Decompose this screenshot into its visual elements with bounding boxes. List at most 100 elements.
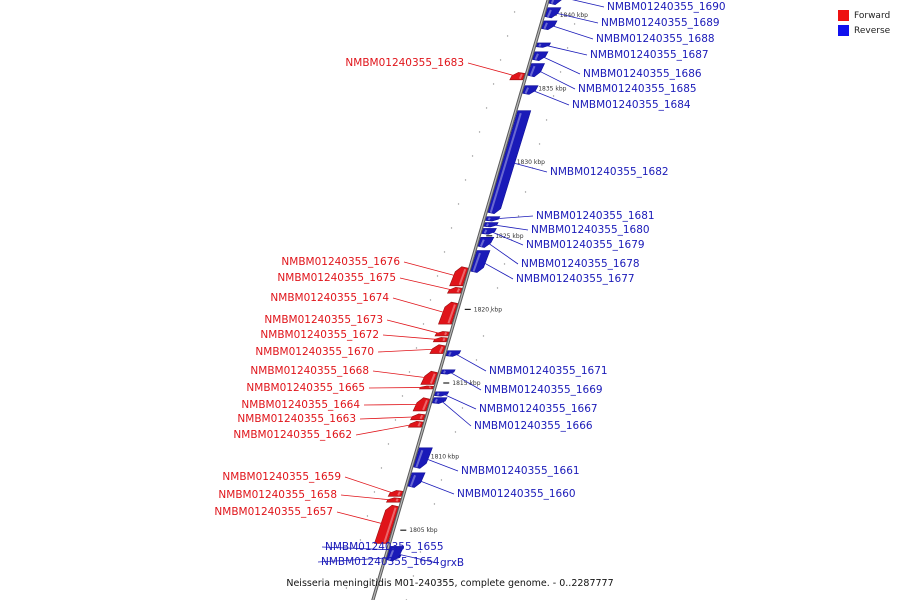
gene-feature[interactable] — [433, 391, 450, 397]
gene-feature[interactable] — [440, 369, 456, 375]
gene-feature[interactable] — [481, 228, 497, 235]
gene-feature[interactable] — [434, 331, 450, 337]
gene-feature[interactable] — [449, 266, 469, 287]
gene-feature[interactable] — [429, 344, 446, 354]
genome-caption: Neisseria meningitidis M01-240355, compl… — [286, 578, 614, 589]
gene-arrow[interactable] — [429, 344, 446, 354]
gene-arrow[interactable] — [483, 222, 499, 228]
gene-label[interactable]: NMBM01240355_1689 — [601, 17, 720, 29]
gene-leader-line — [487, 242, 519, 265]
gene-label[interactable]: NMBM01240355_1684 — [572, 99, 691, 111]
gene-label[interactable]: NMBM01240355_1677 — [516, 273, 635, 285]
gene-arrow[interactable] — [419, 385, 434, 390]
gene-arrow[interactable] — [374, 504, 399, 544]
gene-arrow[interactable] — [445, 350, 462, 357]
gene-feature[interactable] — [470, 250, 491, 273]
gene-feature[interactable] — [544, 7, 562, 19]
gene-label[interactable]: NMBM01240355_1687 — [590, 49, 709, 61]
gene-feature[interactable] — [548, 0, 567, 6]
gene-leader-line — [355, 423, 415, 436]
gene-feature[interactable] — [445, 350, 462, 357]
gene-feature[interactable] — [477, 236, 495, 248]
gene-arrow[interactable] — [412, 397, 431, 412]
gene-arrow[interactable] — [433, 391, 450, 397]
gene-feature[interactable] — [385, 497, 402, 503]
gene-label[interactable]: NMBM01240355_1679 — [526, 239, 645, 251]
gene-feature[interactable] — [446, 287, 463, 294]
gene-feature[interactable] — [431, 397, 448, 404]
gene-label[interactable]: NMBM01240355_1657 — [214, 506, 333, 518]
gene-label[interactable]: NMBM01240355_1669 — [484, 384, 603, 396]
gene-feature[interactable] — [410, 413, 426, 421]
gene-label[interactable]: NMBM01240355_1682 — [550, 166, 669, 178]
gene-feature[interactable] — [407, 420, 424, 428]
gene-feature[interactable] — [412, 397, 431, 412]
gene-arrow[interactable] — [449, 266, 469, 287]
gene-label[interactable]: NMBM01240355_1658 — [218, 489, 337, 501]
gene-arrow[interactable] — [385, 497, 402, 503]
gene-label[interactable]: NMBM01240355_1661 — [461, 465, 580, 477]
gene-label[interactable]: NMBM01240355_1670 — [255, 346, 374, 358]
gene-arrow[interactable] — [481, 228, 497, 235]
gene-feature[interactable] — [420, 370, 439, 385]
gene-label[interactable]: grxB — [440, 557, 464, 569]
gene-arrow[interactable] — [541, 20, 558, 31]
gene-label[interactable]: NMBM01240355_1665 — [246, 382, 365, 394]
gene-label[interactable]: NMBM01240355_1690 — [607, 1, 726, 13]
gene-feature[interactable] — [535, 42, 552, 48]
gene-label[interactable]: NMBM01240355_1659 — [222, 471, 341, 483]
gene-label[interactable]: NMBM01240355_1686 — [583, 68, 702, 80]
gene-feature[interactable] — [541, 20, 558, 31]
gene-feature[interactable] — [522, 85, 539, 95]
bg-dot — [436, 275, 439, 277]
gene-arrow[interactable] — [434, 331, 450, 337]
gene-label[interactable]: NMBM01240355_1667 — [479, 403, 598, 415]
gene-label[interactable]: NMBM01240355_1668 — [250, 365, 369, 377]
gene-arrow[interactable] — [438, 301, 459, 325]
gene-label[interactable]: NMBM01240355_1675 — [277, 272, 396, 284]
gene-feature[interactable] — [485, 216, 501, 222]
gene-label[interactable]: NMBM01240355_1663 — [237, 413, 356, 425]
gene-arrow[interactable] — [485, 216, 501, 222]
gene-arrow[interactable] — [432, 337, 448, 343]
gene-label[interactable]: NMBM01240355_1655 — [325, 541, 444, 553]
gene-label[interactable]: NMBM01240355_1671 — [489, 365, 608, 377]
gene-label[interactable]: NMBM01240355_1662 — [233, 429, 352, 441]
gene-arrow[interactable] — [522, 85, 539, 95]
gene-feature[interactable] — [387, 490, 404, 497]
gene-feature[interactable] — [531, 51, 549, 61]
gene-feature[interactable] — [419, 385, 434, 390]
gene-feature[interactable] — [438, 301, 459, 325]
gene-arrow[interactable] — [407, 420, 424, 428]
gene-arrow[interactable] — [410, 413, 426, 421]
gene-arrow[interactable] — [535, 42, 552, 48]
gene-leader-line — [424, 457, 459, 472]
gene-arrow[interactable] — [531, 51, 549, 61]
gene-label[interactable]: NMBM01240355_1673 — [264, 314, 383, 326]
gene-arrow[interactable] — [431, 397, 448, 404]
gene-feature[interactable] — [432, 337, 448, 343]
gene-label[interactable]: NMBM01240355_1681 — [536, 210, 655, 222]
gene-arrow[interactable] — [420, 370, 439, 385]
gene-label[interactable]: NMBM01240355_1678 — [521, 258, 640, 270]
gene-label[interactable]: NMBM01240355_1676 — [281, 256, 400, 268]
gene-label[interactable]: NMBM01240355_1674 — [270, 292, 389, 304]
gene-label[interactable]: NMBM01240355_1660 — [457, 488, 576, 500]
gene-arrow[interactable] — [387, 490, 404, 497]
gene-label[interactable]: NMBM01240355_1680 — [531, 224, 650, 236]
gene-feature[interactable] — [374, 504, 399, 544]
gene-label[interactable]: NMBM01240355_1683 — [345, 57, 464, 69]
gene-label[interactable]: NMBM01240355_1685 — [578, 83, 697, 95]
gene-arrow[interactable] — [446, 287, 463, 294]
gene-feature[interactable] — [483, 222, 499, 228]
gene-arrow[interactable] — [440, 369, 456, 375]
gene-feature[interactable] — [509, 72, 526, 81]
gene-label[interactable]: NMBM01240355_1672 — [260, 329, 379, 341]
gene-label[interactable]: NMBM01240355_1654 — [321, 556, 440, 568]
gene-label[interactable]: NMBM01240355_1688 — [596, 33, 715, 45]
gene-label[interactable]: NMBM01240355_1664 — [241, 399, 360, 411]
gene-label[interactable]: NMBM01240355_1666 — [474, 420, 593, 432]
gene-arrow[interactable] — [509, 72, 526, 81]
